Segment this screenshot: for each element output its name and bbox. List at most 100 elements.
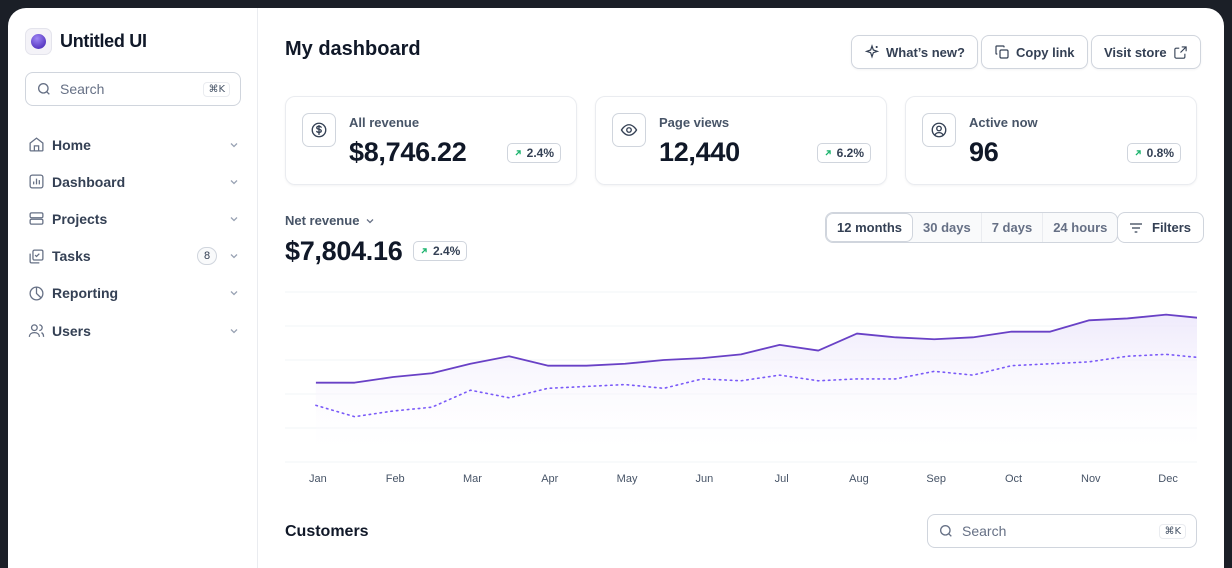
sidebar-item-label: Projects — [52, 210, 108, 227]
search-shortcut: ⌘K — [203, 81, 230, 97]
search-icon — [940, 525, 952, 537]
x-tick-label: May — [616, 473, 638, 485]
stat-value: 12,440 — [659, 137, 740, 167]
chevron-down-icon[interactable] — [228, 139, 240, 151]
visit-store-button[interactable]: Visit store — [1091, 35, 1201, 69]
dollar-icon — [302, 113, 336, 147]
search-shortcut: ⌘K — [1159, 523, 1186, 539]
user-circle-icon — [922, 113, 956, 147]
sidebar-item-tasks[interactable]: Tasks 8 — [28, 238, 242, 275]
net-revenue-chart — [285, 291, 1197, 463]
arrow-up-right-icon — [515, 150, 521, 156]
filter-lines-icon — [1130, 222, 1142, 233]
range-30-days[interactable]: 30 days — [913, 213, 982, 242]
filters-label: Filters — [1152, 220, 1192, 235]
x-tick-label: Mar — [463, 473, 482, 485]
brand-name: Untitled UI — [60, 31, 147, 51]
sidebar-item-label: Dashboard — [52, 173, 126, 190]
chevron-down-icon[interactable] — [228, 176, 240, 188]
x-tick-label: Jan — [309, 473, 327, 485]
copy-link-button[interactable]: Copy link — [981, 35, 1088, 69]
bar-chart-icon — [28, 173, 45, 190]
eye-icon — [612, 113, 646, 147]
stat-change-badge: 0.8% — [1126, 143, 1181, 163]
stat-label: Active now — [969, 115, 1038, 130]
whats-new-button[interactable]: What’s new? — [851, 35, 978, 69]
copy-link-label: Copy link — [1016, 44, 1075, 60]
copy-icon — [995, 45, 1009, 59]
chevron-down-icon[interactable] — [228, 213, 240, 225]
arrow-up-right-icon — [1135, 150, 1141, 156]
sidebar: Untitled UI Search ⌘K Home Dashboard Pro… — [8, 8, 258, 568]
net-revenue-change-badge: 2.4% — [413, 241, 468, 261]
chevron-down-icon — [366, 218, 374, 223]
net-revenue-label: Net revenue — [285, 213, 360, 228]
search-icon — [38, 83, 50, 95]
x-tick-label: Oct — [1004, 473, 1023, 485]
sidebar-item-label: Users — [52, 322, 91, 339]
series-line-previous — [315, 353, 1197, 418]
tasks-count-badge: 8 — [197, 247, 217, 266]
stat-label: All revenue — [349, 115, 420, 130]
sidebar-item-label: Tasks — [52, 248, 91, 265]
sidebar-item-label: Home — [52, 136, 91, 153]
range-7-days[interactable]: 7 days — [982, 213, 1044, 242]
page-title: My dashboard — [285, 38, 421, 60]
customers-search[interactable]: Search ⌘K — [927, 514, 1197, 548]
x-tick-label: Aug — [849, 473, 869, 485]
chevron-down-icon[interactable] — [228, 325, 240, 337]
x-tick-label: Apr — [541, 473, 559, 485]
stat-card-page-views: Page views 12,440 6.2% — [595, 96, 887, 185]
sidebar-search-placeholder: Search — [60, 81, 105, 97]
range-24-hours[interactable]: 24 hours — [1053, 220, 1108, 235]
sidebar-item-label: Reporting — [52, 285, 119, 302]
stat-card-revenue: All revenue $8,746.22 2.4% — [285, 96, 577, 185]
sidebar-item-dashboard[interactable]: Dashboard — [28, 163, 242, 200]
check-square-icon — [28, 248, 45, 265]
users-icon — [28, 322, 45, 339]
external-link-icon — [1173, 45, 1187, 59]
sparkle-icon — [864, 44, 880, 59]
sidebar-nav: Home Dashboard Projects Tasks 8 — [28, 126, 242, 349]
range-12-months[interactable]: 12 months — [826, 213, 914, 242]
customers-search-placeholder: Search — [962, 523, 1007, 539]
visit-store-label: Visit store — [1104, 44, 1167, 60]
x-tick-label: Nov — [1081, 473, 1101, 485]
x-tick-label: Jul — [774, 473, 789, 485]
range-selector: 12 months 30 days 7 days 24 hours — [825, 212, 1119, 243]
net-revenue-dropdown[interactable]: Net revenue — [285, 213, 376, 228]
whats-new-label: What’s new? — [886, 44, 965, 60]
sidebar-search[interactable]: Search ⌘K — [25, 72, 241, 106]
main-content: My dashboard What’s new? Copy link Visit… — [259, 8, 1224, 568]
arrow-up-right-icon — [825, 150, 831, 156]
layers-icon — [28, 210, 45, 227]
x-tick-label: Dec — [1158, 473, 1178, 485]
x-tick-label: Sep — [926, 473, 947, 485]
stat-change-badge: 2.4% — [506, 143, 561, 163]
x-tick-label: Jun — [695, 473, 714, 485]
stat-card-active-now: Active now 96 0.8% — [905, 96, 1197, 185]
series-line-current — [315, 313, 1197, 384]
app-window: Untitled UI Search ⌘K Home Dashboard Pro… — [8, 8, 1224, 568]
chevron-down-icon[interactable] — [228, 287, 240, 299]
arrow-up-right-icon — [421, 248, 427, 254]
home-icon — [28, 136, 45, 153]
stat-label: Page views — [659, 115, 730, 130]
x-tick-label: Feb — [385, 473, 405, 485]
stat-value: 96 — [969, 137, 999, 167]
stat-value: $8,746.22 — [349, 137, 467, 167]
chevron-down-icon[interactable] — [228, 250, 240, 262]
pie-chart-icon — [28, 285, 45, 302]
chart-x-axis: Jan Feb Mar Apr May Jun Jul Aug Sep Oct Nov Dec — [285, 473, 1197, 489]
customers-title: Customers — [285, 523, 369, 540]
sidebar-item-home[interactable]: Home — [28, 126, 242, 163]
sidebar-item-reporting[interactable]: Reporting — [28, 275, 242, 312]
sidebar-item-projects[interactable]: Projects — [28, 200, 242, 237]
net-revenue-value: $7,804.16 — [285, 236, 403, 266]
brand[interactable]: Untitled UI — [25, 28, 147, 55]
stat-change-badge: 6.2% — [816, 143, 871, 163]
series-area-fill — [315, 314, 1197, 462]
logo-icon — [25, 28, 52, 55]
sidebar-item-users[interactable]: Users — [28, 312, 242, 349]
filters-button[interactable]: Filters — [1117, 212, 1205, 243]
